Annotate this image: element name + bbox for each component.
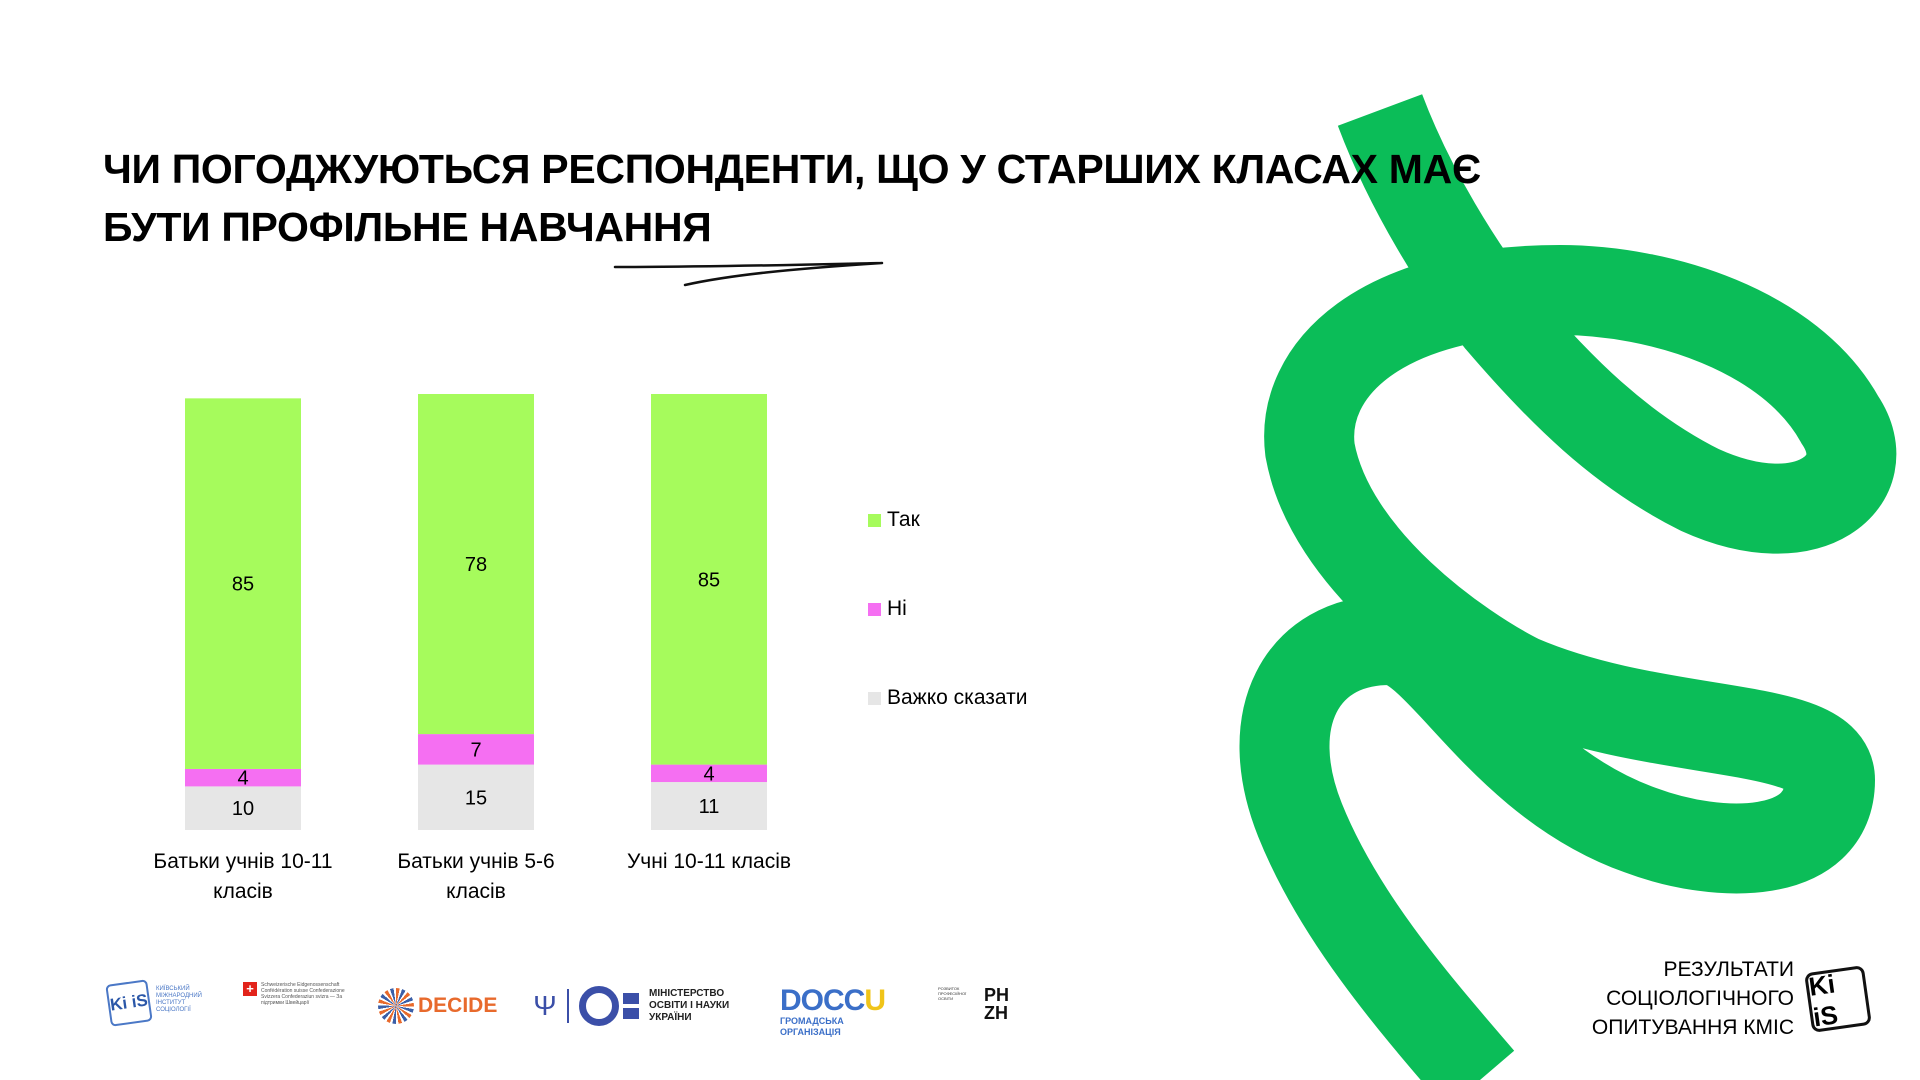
bar-segment [185,786,301,830]
kiis-results-badge: РЕЗУЛЬТАТИ СОЦІОЛОГІЧНОГО ОПИТУВАННЯ КМІ… [1591,955,1872,1042]
bar-segment [418,734,534,765]
x-tick-label: класів [213,880,273,903]
bar-value-label: 85 [232,574,254,596]
legend-swatch [868,602,881,616]
docu-logo-name: DOCCU [780,984,886,1017]
trident-icon: Ψ [533,990,557,1021]
bar-value-label: 78 [465,554,487,576]
kiis-results-label: РЕЗУЛЬТАТИ СОЦІОЛОГІЧНОГО ОПИТУВАННЯ КМІ… [1591,958,1794,1039]
x-tick-label: Учні 10-11 класів [627,850,791,873]
title-underline [613,261,884,287]
bar-value-label: 85 [698,569,720,591]
x-tick-label: Батьки учнів 10-11 [153,850,332,873]
bar-segment [418,394,534,735]
underline-stroke [613,261,884,287]
bar-segment [185,398,301,769]
bar-value-label: 4 [703,763,714,785]
decide-logo: DECIDE [378,988,497,1024]
swiss-cross-icon: + [243,982,257,996]
decide-logo-text: DECIDE [418,994,498,1017]
swiss-logo-text: Schweizerische Eidgenossenschaft Confédé… [261,982,345,1006]
kiis-logo-small: Ki iS [105,979,153,1027]
legend-item: Важко сказати [868,686,1027,710]
bar-value-label: 7 [470,739,481,761]
legend-label: Ні [887,597,907,620]
docu-name-part-b: U [864,984,886,1017]
bar-segment [651,394,767,765]
docu-logo: DOCCU ГРОМАДСЬКА ОРГАНІЗАЦІЯ [780,984,886,1038]
x-tick-label: Батьки учнів 5-6 [397,850,554,873]
rph-mark-line-2: ZH [984,1003,1008,1023]
x-tick-label: класів [446,880,506,903]
bar-segment [651,782,767,830]
bar-value-label: 11 [699,796,720,818]
legend-label: Так [887,508,920,531]
docu-logo-sub: ГРОМАДСЬКА ОРГАНІЗАЦІЯ [780,1016,844,1037]
bar-segment [418,764,534,830]
bar-value-label: 10 [232,798,254,820]
docu-name-part-a: DOCC [780,984,865,1017]
bar-segment [185,768,301,787]
rph-logo: РОЗВИТОК ПРОФЕСІЙНОЇ ОСВІТИ PH ZH [938,986,1009,1022]
ministry-logo-text: МІНІСТЕРСТВО ОСВІТИ І НАУКИ УКРАЇНИ [649,988,730,1023]
legend-item: Так [868,508,920,532]
bar-value-label: 4 [237,768,248,790]
bar-segment [651,764,767,783]
ministry-divider [567,989,569,1023]
rph-mark-line-1: PH [984,985,1010,1005]
swiss-logo: + Schweizerische Eidgenossenschaft Confé… [243,982,361,1006]
bar-value-label: 15 [465,787,487,809]
rph-logo-small-text: РОЗВИТОК ПРОФЕСІЙНОЇ ОСВІТИ [938,986,967,1001]
decide-star-icon [378,988,414,1024]
legend-item: Ні [868,597,907,621]
legend-swatch [868,513,881,527]
kiis-logo-text: КИЇВСЬКИЙ МІЖНАРОДНИЙ ІНСТИТУТ СОЦІОЛОГІ… [156,986,202,1013]
ministry-logo: Ψ МІНІСТЕРСТВО ОСВІТИ І НАУКИ УКРАЇНИ [533,986,739,1026]
legend-swatch [868,691,881,705]
kiis-logo: Ki iS [1804,964,1872,1033]
rph-logo-mark: PH ZH [984,986,1009,1022]
ministry-circle-icon [579,986,619,1026]
legend-label: Важко сказати [887,686,1028,709]
title-line-2: БУТИ ПРОФІЛЬНЕ НАВЧАННЯ [103,204,712,250]
ministry-bars-icon [623,993,639,1019]
